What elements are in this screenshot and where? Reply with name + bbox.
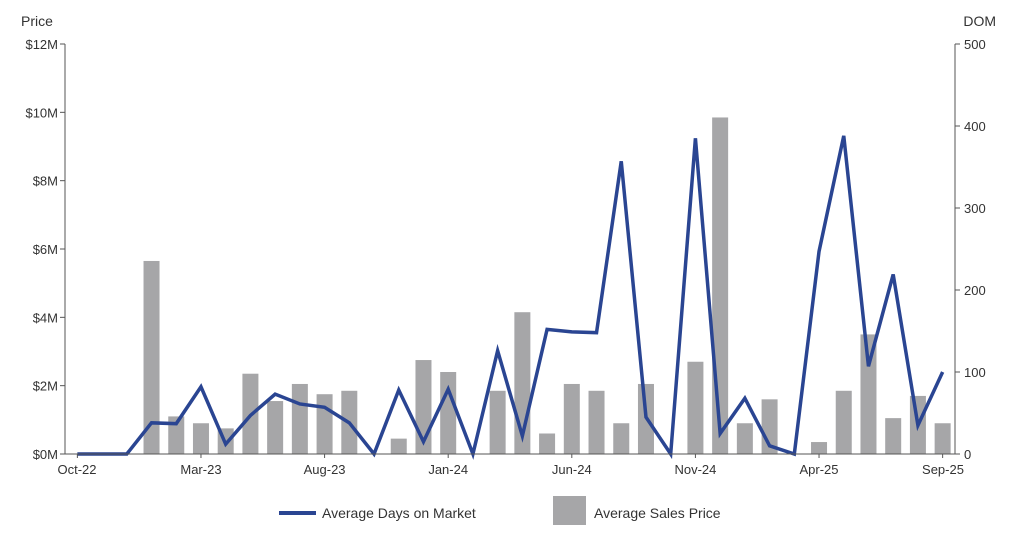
right-tick-label: 200 xyxy=(964,283,986,298)
price-bar xyxy=(885,418,902,454)
left-tick-label: $10M xyxy=(25,105,58,120)
x-tick-label: Apr-25 xyxy=(800,462,839,477)
price-bar xyxy=(934,423,951,454)
legend-label-days-on-market: Average Days on Market xyxy=(322,505,476,521)
left-tick-label: $6M xyxy=(33,242,58,257)
left-tick-label: $0M xyxy=(33,447,58,462)
left-tick-label: $12M xyxy=(25,37,58,52)
price-bar xyxy=(143,260,160,454)
right-tick-label: 400 xyxy=(964,119,986,134)
price-bar xyxy=(267,401,284,454)
price-bar xyxy=(563,383,580,454)
left-tick-label: $8M xyxy=(33,174,58,189)
price-bar xyxy=(440,372,457,454)
right-tick-label: 0 xyxy=(964,447,971,462)
chart-legend: Average Days on Market Average Sales Pri… xyxy=(279,496,721,525)
price-bar xyxy=(390,438,407,454)
price-bar xyxy=(588,390,605,454)
legend-label-sales-price: Average Sales Price xyxy=(594,505,721,521)
price-bar xyxy=(168,416,185,454)
price-bar xyxy=(712,117,729,454)
right-axis-title: DOM xyxy=(963,13,996,29)
price-bar xyxy=(613,423,630,454)
x-tick-label: Sep-25 xyxy=(922,462,964,477)
right-tick-label: 100 xyxy=(964,365,986,380)
plot-area: $0M $2M $4M $6M $8M $10M $12M 0 100 200 300 400 500 O… xyxy=(25,37,985,477)
x-tick-label: Jan-24 xyxy=(428,462,468,477)
x-tick-label: Aug-23 xyxy=(304,462,346,477)
price-bar xyxy=(291,383,308,454)
x-tick-label: Mar-23 xyxy=(180,462,221,477)
price-bar xyxy=(811,442,828,454)
price-bar xyxy=(687,361,704,454)
price-bar xyxy=(539,433,556,454)
x-tick-label: Jun-24 xyxy=(552,462,592,477)
x-tick-label: Oct-22 xyxy=(57,462,96,477)
right-tick-label: 500 xyxy=(964,37,986,52)
price-bar xyxy=(736,423,753,454)
price-bar xyxy=(192,423,209,454)
right-tick-label: 300 xyxy=(964,201,986,216)
dom-line xyxy=(77,135,945,460)
price-bar xyxy=(835,390,852,454)
left-tick-label: $4M xyxy=(33,310,58,325)
price-bar xyxy=(860,334,877,454)
x-tick-label: Nov-24 xyxy=(674,462,716,477)
legend-bar-swatch xyxy=(553,496,586,525)
left-tick-label: $2M xyxy=(33,379,58,394)
price-bar xyxy=(316,394,333,454)
price-bar xyxy=(489,390,506,454)
left-axis-title: Price xyxy=(21,13,53,29)
